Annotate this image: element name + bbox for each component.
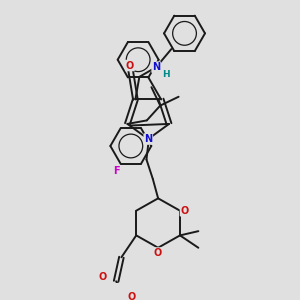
Text: N: N xyxy=(152,62,160,72)
Text: N: N xyxy=(144,134,152,144)
Text: O: O xyxy=(127,292,135,300)
Text: O: O xyxy=(99,272,107,282)
Text: O: O xyxy=(126,61,134,70)
Text: H: H xyxy=(162,70,170,80)
Text: F: F xyxy=(113,167,119,176)
Text: O: O xyxy=(181,206,189,216)
Text: O: O xyxy=(154,248,162,258)
